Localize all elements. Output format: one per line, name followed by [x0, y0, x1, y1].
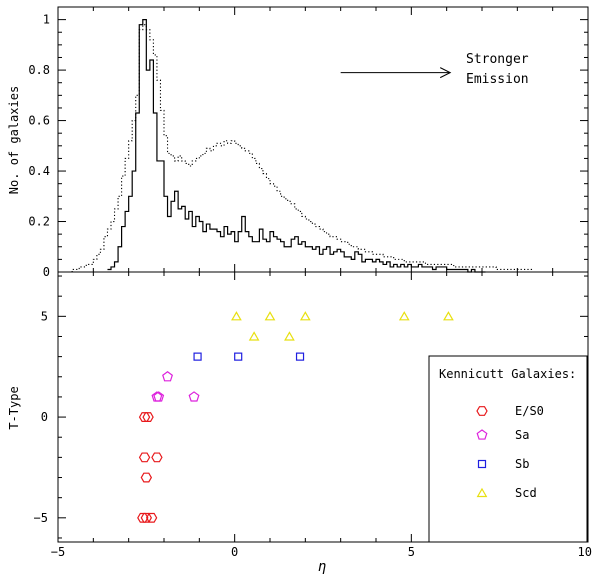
- histogram-panel: 00.20.40.60.81 No. of galaxies Stronger …: [7, 6, 589, 279]
- histogram-solid-series: [107, 19, 486, 273]
- histogram-dotted-series: [65, 24, 539, 273]
- y-tick-label: 5: [41, 309, 48, 323]
- legend-entries: E/S0 Sa Sb Scd: [476, 404, 544, 500]
- x-tick-label: 10: [578, 545, 592, 559]
- legend-marker-sb: [477, 459, 487, 469]
- scatter-points: [137, 311, 454, 523]
- scatter-point-es0: [140, 472, 153, 483]
- scatter-point-scd: [398, 311, 410, 321]
- scatter-point-sa: [153, 391, 165, 402]
- legend-marker-sa: [476, 429, 488, 440]
- scatter-x-axis-label: η: [318, 559, 326, 575]
- scatter-point-scd: [299, 311, 311, 321]
- y-tick-label: 1: [43, 13, 50, 27]
- scatter-point-es0: [151, 452, 163, 463]
- legend-label: Sa: [515, 428, 529, 442]
- y-tick-label: −5: [34, 511, 48, 525]
- scatter-point-sb: [234, 352, 243, 361]
- annotation-line-2: Emission: [466, 72, 529, 87]
- scatter-point-scd: [264, 311, 276, 321]
- scatter-point-es0: [145, 512, 158, 523]
- legend-box: [428, 355, 588, 543]
- histogram-frame: [57, 6, 589, 273]
- y-tick-label: 0: [43, 265, 50, 279]
- scatter-point-sa: [162, 371, 173, 382]
- scatter-point-sb: [295, 352, 305, 361]
- scatter-point-scd: [443, 311, 454, 321]
- y-tick-label: 0.6: [28, 114, 50, 128]
- x-tick-label: 0: [231, 545, 238, 559]
- histogram-ticks: [57, 7, 589, 273]
- x-tick-label: −5: [51, 545, 65, 559]
- y-tick-label: 0.8: [28, 63, 50, 77]
- scatter-point-sa: [188, 391, 200, 402]
- scatter-point-scd: [231, 311, 242, 321]
- legend-label: E/S0: [515, 404, 544, 418]
- y-tick-label: 0.2: [28, 215, 50, 229]
- scatter-panel: −5 0 5 −5 0 5 10 T-Type η Kennicutt Galaxies:…: [7, 271, 592, 575]
- scatter-point-scd: [284, 331, 295, 341]
- histogram-y-tick-labels: 0 0.2 0.4 0.6 0.8 1: [28, 13, 50, 279]
- legend-label: Sb: [515, 457, 529, 471]
- histogram-y-axis-label: No. of galaxies: [7, 86, 21, 194]
- x-tick-label: 5: [408, 545, 415, 559]
- scatter-point-es0: [142, 412, 154, 422]
- scatter-point-scd: [248, 331, 260, 341]
- scatter-frame: [57, 271, 589, 543]
- emission-arrow-head: [439, 67, 452, 79]
- legend: Kennicutt Galaxies: E/S0 Sa Sb Scd: [428, 355, 588, 543]
- annotation-line-1: Stronger: [466, 52, 529, 67]
- scatter-point-es0: [138, 452, 151, 463]
- y-tick-label: 0.4: [28, 164, 50, 178]
- legend-marker-scd: [476, 487, 488, 498]
- legend-label: Scd: [515, 486, 537, 500]
- scatter-point-sb: [193, 352, 202, 361]
- legend-marker-es0: [476, 406, 488, 416]
- legend-title: Kennicutt Galaxies:: [439, 367, 576, 381]
- scatter-y-tick-labels: −5 0 5: [34, 309, 48, 524]
- y-tick-label: 0: [41, 410, 48, 424]
- scatter-x-tick-labels: −5 0 5 10: [51, 545, 592, 559]
- scatter-y-axis-label: T-Type: [7, 386, 21, 429]
